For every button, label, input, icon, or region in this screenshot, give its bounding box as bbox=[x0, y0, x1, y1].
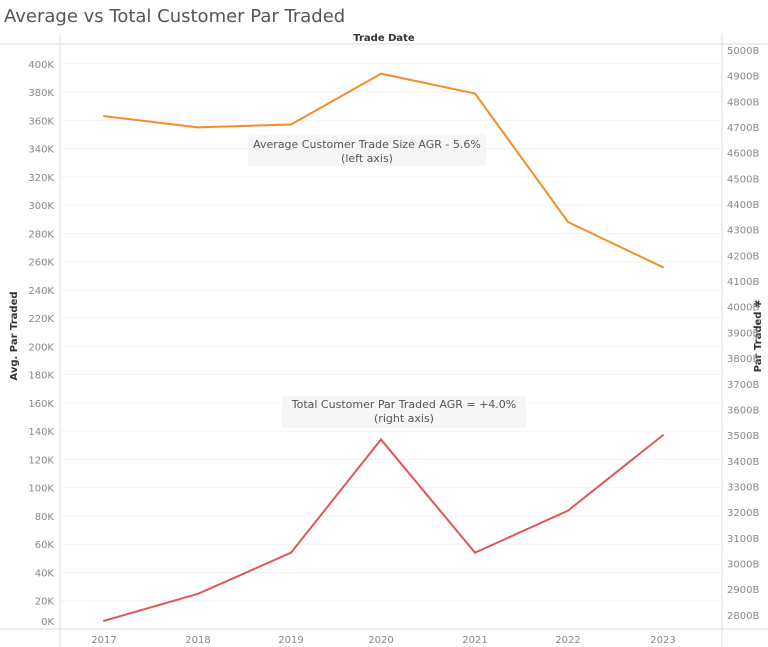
x-tick-label: 2021 bbox=[462, 635, 487, 646]
data-point-right bbox=[290, 551, 292, 554]
annotation-2-line1: Total Customer Par Traded AGR = +4.0% bbox=[291, 398, 516, 411]
x-tick-label: 2022 bbox=[555, 635, 580, 646]
data-point-left bbox=[103, 115, 105, 118]
left-tick-label: 0K bbox=[41, 617, 54, 628]
data-point-left bbox=[380, 72, 382, 75]
right-tick-label: 3800B bbox=[727, 354, 759, 365]
annotation-box-1 bbox=[248, 134, 486, 166]
right-tick-label: 4500B bbox=[727, 174, 759, 185]
x-tick-label: 2020 bbox=[368, 635, 393, 646]
left-tick-label: 20K bbox=[35, 597, 55, 608]
data-point-left bbox=[567, 221, 569, 224]
x-tick-label: 2019 bbox=[278, 635, 303, 646]
x-tick-label: 2017 bbox=[91, 635, 116, 646]
annotation-2-line2: (right axis) bbox=[374, 412, 434, 425]
left-tick-label: 180K bbox=[28, 371, 54, 382]
right-axis-title: Par Traded ✱ bbox=[753, 300, 764, 373]
right-tick-label: 3300B bbox=[727, 482, 759, 493]
left-tick-label: 60K bbox=[35, 540, 55, 551]
right-tick-label: 4100B bbox=[727, 277, 759, 288]
right-tick-label: 4300B bbox=[727, 226, 759, 237]
left-tick-label: 200K bbox=[28, 342, 54, 353]
left-tick-label: 340K bbox=[28, 145, 54, 156]
left-tick-label: 280K bbox=[28, 229, 54, 240]
data-point-right bbox=[197, 592, 199, 595]
left-tick-label: 100K bbox=[28, 484, 54, 495]
left-tick-label: 240K bbox=[28, 286, 54, 297]
left-tick-label: 140K bbox=[28, 427, 54, 438]
annotation-box-2 bbox=[282, 396, 526, 428]
left-tick-label: 40K bbox=[35, 568, 55, 579]
left-tick-label: 380K bbox=[28, 88, 54, 99]
data-point-left bbox=[474, 92, 476, 95]
right-tick-label: 3700B bbox=[727, 380, 759, 391]
right-tick-label: 3900B bbox=[727, 328, 759, 339]
right-tick-label: 3200B bbox=[727, 508, 759, 519]
x-axis-title: Trade Date bbox=[353, 33, 415, 44]
right-tick-label: 4800B bbox=[727, 97, 759, 108]
right-tick-label: 3600B bbox=[727, 405, 759, 416]
data-point-right bbox=[380, 438, 382, 441]
data-point-right bbox=[662, 434, 664, 437]
right-tick-label: 4400B bbox=[727, 200, 759, 211]
right-tick-label: 3100B bbox=[727, 534, 759, 545]
left-axis-title: Avg. Par Traded bbox=[9, 291, 20, 380]
right-tick-label: 3400B bbox=[727, 457, 759, 468]
left-tick-label: 120K bbox=[28, 455, 54, 466]
left-tick-label: 320K bbox=[28, 173, 54, 184]
right-tick-label: 2900B bbox=[727, 585, 759, 596]
right-tick-label: 4700B bbox=[727, 123, 759, 134]
left-tick-label: 160K bbox=[28, 399, 54, 410]
left-tick-label: 360K bbox=[28, 116, 54, 127]
right-tick-label: 4600B bbox=[727, 149, 759, 160]
x-tick-label: 2018 bbox=[185, 635, 210, 646]
data-point-left bbox=[290, 123, 292, 126]
series-line-right bbox=[103, 434, 664, 622]
right-tick-label: 2800B bbox=[727, 611, 759, 622]
right-tick-label: 4000B bbox=[727, 303, 759, 314]
right-tick-label: 5000B bbox=[727, 46, 759, 57]
x-tick-label: 2023 bbox=[650, 635, 675, 646]
left-tick-label: 300K bbox=[28, 201, 54, 212]
right-tick-label: 3500B bbox=[727, 431, 759, 442]
data-point-right bbox=[474, 551, 476, 554]
left-tick-label: 80K bbox=[35, 512, 55, 523]
chart-title: Average vs Total Customer Par Traded bbox=[4, 6, 345, 27]
annotation-1-line1: Average Customer Trade Size AGR - 5.6% bbox=[253, 138, 481, 151]
data-point-left bbox=[197, 126, 199, 129]
right-tick-label: 4900B bbox=[727, 72, 759, 83]
right-tick-label: 4200B bbox=[727, 251, 759, 262]
data-point-right bbox=[567, 509, 569, 512]
annotation-1-line2: (left axis) bbox=[341, 152, 393, 165]
left-tick-label: 400K bbox=[28, 60, 54, 71]
right-tick-label: 3000B bbox=[727, 560, 759, 571]
left-tick-label: 220K bbox=[28, 314, 54, 325]
series-line-left bbox=[103, 72, 664, 269]
data-point-right bbox=[103, 619, 105, 622]
data-point-left bbox=[662, 266, 664, 269]
left-tick-label: 260K bbox=[28, 258, 54, 269]
